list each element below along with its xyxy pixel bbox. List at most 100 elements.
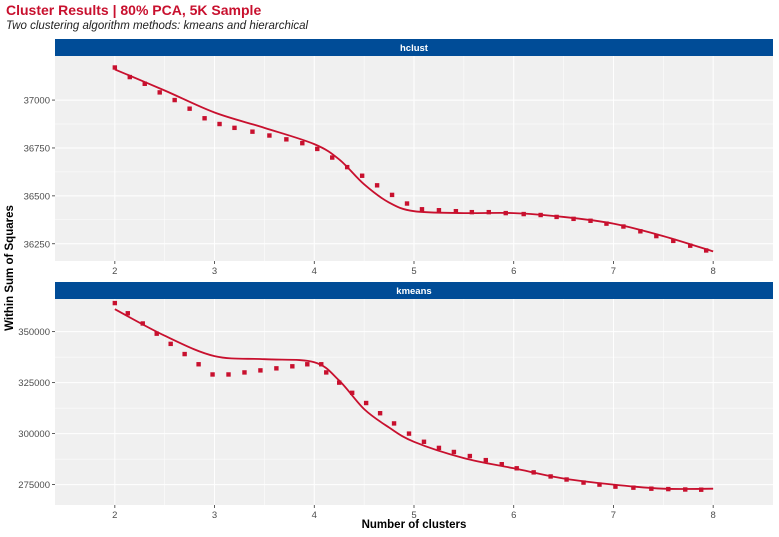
data-point [588,218,593,223]
data-point [359,173,365,178]
x-tick-label: 4 [312,266,317,277]
panels-layer: hclust 2 3 4 5 6 7 8 36250 36500 36750 37000 kmeans 2… [18,39,773,521]
data-point [483,457,488,463]
data-point [337,380,342,385]
data-point [436,445,442,451]
data-point [363,400,369,406]
chart-title: Cluster Results | 80% PCA, 5K Sample [6,2,262,18]
data-point [421,439,427,444]
data-point [666,486,671,492]
data-point [638,229,643,234]
series-smooth-line-hclust [114,68,714,253]
data-point [486,209,491,215]
y-tick-label: 300000 [18,429,50,440]
data-point [554,214,559,220]
data-point [168,341,173,347]
data-point [406,431,412,436]
data-point [284,137,289,142]
data-point [232,125,237,131]
data-point [683,487,688,492]
data-point [344,164,350,170]
x-tick-label: 6 [511,266,516,277]
data-point [274,366,279,371]
data-point [349,390,355,396]
x-tick-label: 2 [112,510,117,521]
data-point [703,248,709,253]
data-point [140,321,145,326]
data-point [564,477,569,482]
data-point [436,208,442,213]
panel-hclust: hclust 2 3 4 5 6 7 8 36250 36500 36750 37000 [24,39,773,277]
data-point [597,482,602,487]
data-point [531,470,536,475]
data-point [389,192,395,198]
x-tick-label: 3 [212,266,217,277]
data-point [604,221,609,226]
data-point [671,238,676,244]
x-tick-label: 8 [711,266,716,277]
data-point [142,81,147,86]
data-point [514,466,519,471]
x-tick-label: 6 [511,510,516,521]
data-point [319,362,324,367]
data-point [210,372,215,377]
strip-hclust [55,39,773,56]
data-point [404,201,410,206]
data-point [548,474,553,479]
strip-label-kmeans: kmeans [396,286,431,297]
data-point [258,368,263,373]
y-tick-label: 275000 [18,480,50,491]
data-point [688,243,693,248]
y-axis-title: Within Sum of Squares [4,205,16,331]
data-point [521,211,526,217]
chart-subtitle: Two clustering algorithm methods: kmeans… [6,20,309,32]
data-point [226,372,231,377]
data-point [621,224,626,229]
data-point [631,485,636,490]
strip-label-hclust: hclust [400,43,429,54]
data-point [451,449,457,455]
x-tick-label: 7 [611,510,616,521]
data-point [182,351,187,357]
data-point [242,370,247,375]
x-tick-label: 3 [212,510,217,521]
data-point [290,364,295,369]
data-point [374,183,380,188]
data-point [613,484,618,489]
data-point [503,210,508,216]
y-tick-label: 350000 [18,327,50,338]
data-point [649,486,654,491]
data-point [654,233,659,239]
x-tick-label: 7 [611,266,616,277]
data-point [571,216,576,222]
data-point [250,129,255,134]
data-point [324,370,329,375]
data-point [125,311,130,316]
data-point [154,331,159,336]
data-point [202,116,207,121]
x-tick-label: 2 [112,266,117,277]
data-point [267,133,272,138]
y-tick-label: 36500 [24,191,50,202]
data-point [581,480,586,485]
data-point [157,90,162,95]
data-point [112,300,118,306]
x-tick-label: 5 [411,266,416,277]
data-point [538,212,543,218]
data-point [699,487,704,492]
y-tick-label: 325000 [18,378,50,389]
data-point [305,362,310,367]
x-tick-label: 5 [411,510,416,521]
data-point [217,121,222,127]
x-tick-label: 4 [312,510,317,521]
data-point [419,207,425,212]
data-point [467,453,473,459]
panel-kmeans: kmeans 2 3 4 5 6 7 8 275000 300000 325000 350000 [18,282,773,521]
data-point [187,106,192,111]
x-axis-title: Number of clusters [362,519,467,531]
data-point [172,97,177,103]
data-point [330,155,335,160]
data-point [469,209,475,215]
data-point [196,362,201,367]
